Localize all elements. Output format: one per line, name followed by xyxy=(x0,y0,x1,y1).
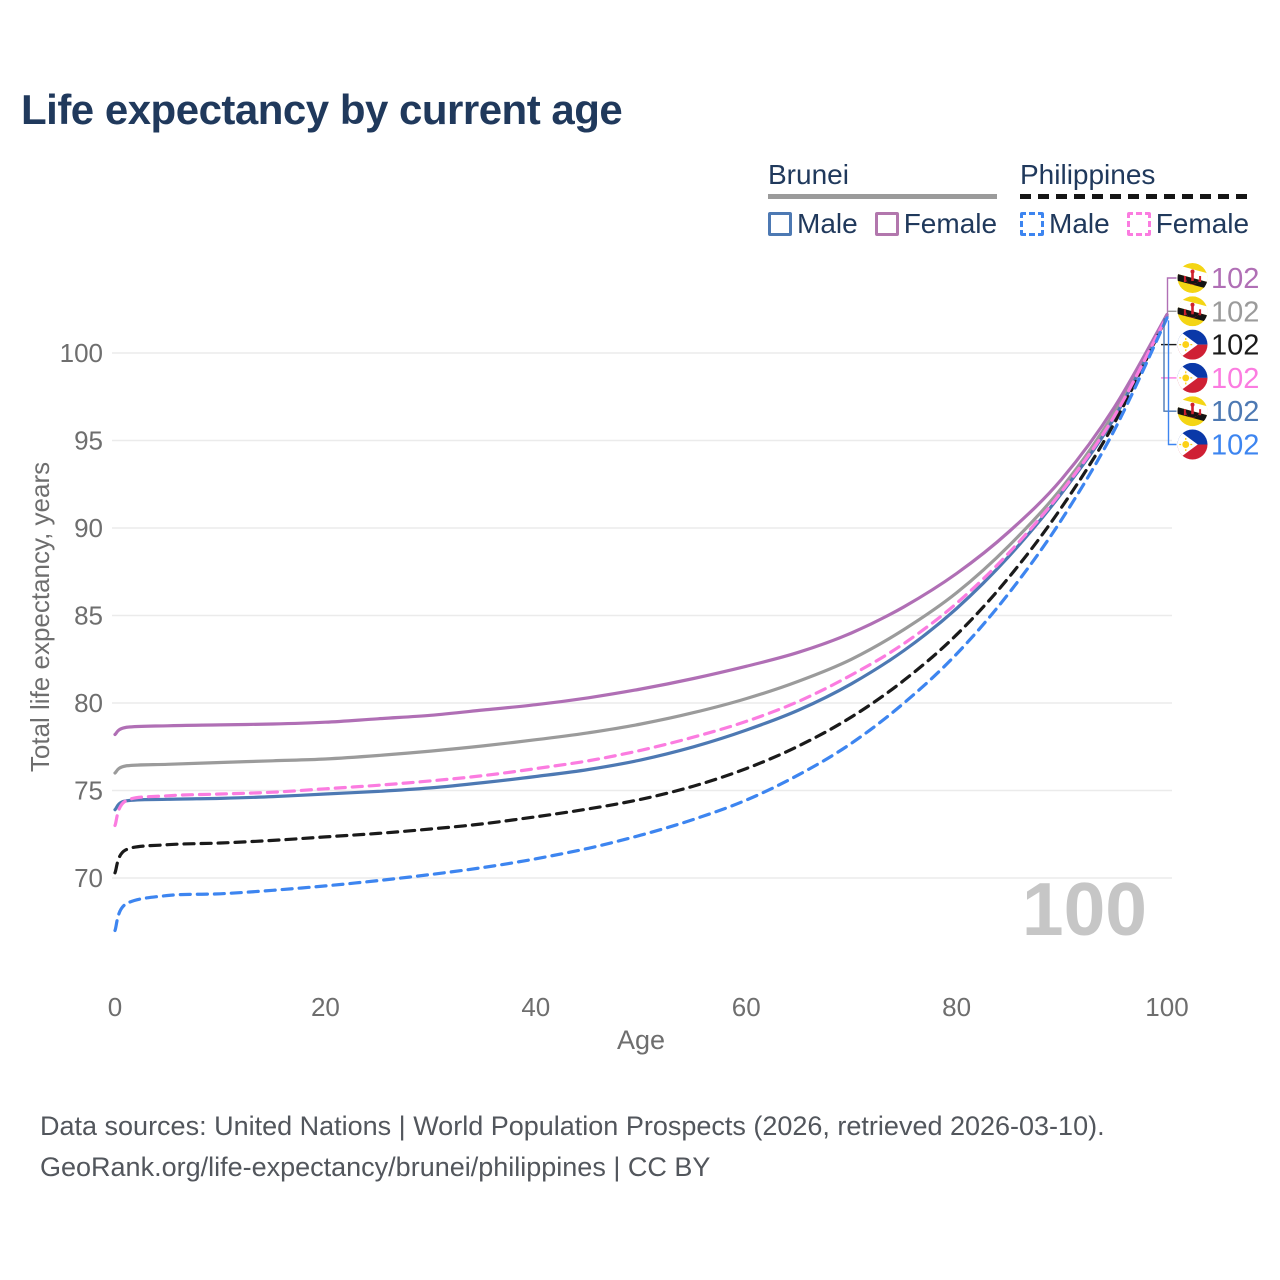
x-tick-label: 80 xyxy=(942,992,971,1022)
y-tick-label: 80 xyxy=(74,688,103,718)
page-title: Life expectancy by current age xyxy=(21,86,623,133)
x-tick-label: 100 xyxy=(1145,992,1188,1022)
legend-line-sample-brunei xyxy=(768,194,998,199)
series-line-brunei-female[interactable] xyxy=(113,312,1169,737)
legend-header-brunei[interactable]: Brunei xyxy=(768,159,849,190)
legend-item-philippines-female[interactable]: Female xyxy=(1126,207,1250,239)
footer: Data sources: United Nations | World Pop… xyxy=(40,1106,1105,1188)
data-sources-text: Data sources: United Nations | World Pop… xyxy=(40,1111,1105,1141)
end-value-label: 102 xyxy=(1211,430,1259,462)
end-value-label: 102 xyxy=(1211,263,1259,295)
series-line-philippines-female[interactable] xyxy=(113,314,1169,828)
legend-swatch-philippines-male xyxy=(1020,211,1044,236)
legend-item-label: Female xyxy=(1155,207,1250,239)
legend-group-brunei: Brunei Male Female xyxy=(768,159,998,239)
x-axis-title: Age xyxy=(617,1025,665,1055)
y-tick-label: 95 xyxy=(74,426,103,456)
end-value-label: 102 xyxy=(1211,296,1259,328)
y-tick-label: 70 xyxy=(74,863,103,893)
legend-item-philippines-male[interactable]: Male xyxy=(1020,207,1110,239)
end-value-label: 102 xyxy=(1211,330,1259,362)
legend-line-sample-philippines xyxy=(1020,194,1250,199)
legend-item-brunei-male[interactable]: Male xyxy=(768,207,858,239)
x-tick-label: 0 xyxy=(108,992,122,1022)
end-value-label: 102 xyxy=(1211,396,1259,428)
x-tick-label: 60 xyxy=(732,992,761,1022)
y-axis-title: Total life expectancy, years xyxy=(25,462,55,772)
series-line-brunei[interactable] xyxy=(113,312,1169,775)
y-tick-label: 100 xyxy=(60,338,103,368)
series-line-philippines-male[interactable] xyxy=(113,316,1169,933)
x-tick-label: 40 xyxy=(521,992,550,1022)
philippines-flag-icon xyxy=(1177,362,1208,393)
end-label-leader-line xyxy=(1163,318,1177,412)
end-value-label: 102 xyxy=(1211,363,1259,395)
legend-item-label: Female xyxy=(903,207,998,239)
legend-group-philippines: Philippines Male Female xyxy=(1020,159,1250,239)
brunei-flag-icon xyxy=(1177,296,1208,327)
legend-swatch-brunei-female xyxy=(874,211,899,236)
y-tick-label: 85 xyxy=(74,601,103,631)
y-tick-label: 90 xyxy=(74,513,103,543)
attribution-text: GeoRank.org/life-expectancy/brunei/phili… xyxy=(40,1152,711,1182)
y-tick-label: 75 xyxy=(74,776,103,806)
series-line-philippines[interactable] xyxy=(113,314,1169,875)
x-tick-label: 20 xyxy=(311,992,340,1022)
brunei-flag-icon xyxy=(1177,263,1208,293)
end-label-leader-line xyxy=(1167,320,1177,446)
legend-swatch-brunei-male xyxy=(768,211,792,236)
legend-item-brunei-female[interactable]: Female xyxy=(874,207,998,239)
legend-item-label: Male xyxy=(797,207,858,239)
age-counter-watermark: 100 xyxy=(1021,867,1147,951)
philippines-flag-icon xyxy=(1177,429,1208,460)
legend-header-philippines[interactable]: Philippines xyxy=(1020,159,1156,190)
legend-item-label: Male xyxy=(1049,207,1110,239)
end-label-leader-line xyxy=(1166,277,1177,315)
philippines-flag-icon xyxy=(1177,329,1208,360)
legend-swatch-philippines-female xyxy=(1126,211,1151,236)
series-line-brunei-male[interactable] xyxy=(113,314,1169,812)
brunei-flag-icon xyxy=(1177,396,1208,427)
